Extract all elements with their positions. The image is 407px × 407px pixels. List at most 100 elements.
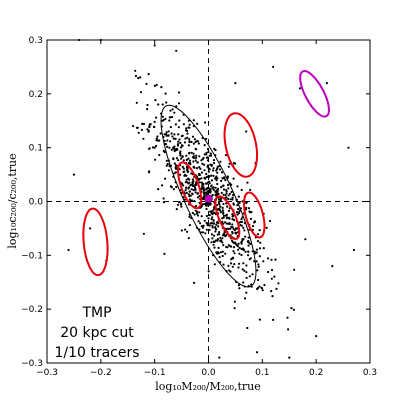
- scatter-point: [250, 283, 253, 286]
- scatter-point: [237, 284, 240, 287]
- scatter-point: [153, 125, 156, 128]
- scatter-point: [137, 131, 140, 134]
- scatter-point: [199, 222, 202, 225]
- scatter-point: [181, 156, 184, 159]
- scatter-point: [187, 157, 190, 160]
- scatter-point: [235, 211, 239, 214]
- scatter-point: [149, 123, 152, 126]
- scatter-point: [232, 203, 235, 206]
- scatter-point: [258, 285, 261, 288]
- scatter-point: [227, 197, 230, 200]
- scatter-point: [270, 290, 273, 293]
- scatter-point: [243, 229, 246, 232]
- scatter-point: [195, 154, 198, 157]
- scatter-point: [172, 188, 175, 191]
- scatter-point: [204, 182, 208, 185]
- scatter-point: [209, 152, 212, 155]
- scatter-point: [243, 297, 247, 300]
- scatter-point: [162, 118, 165, 122]
- scatter-point: [222, 244, 225, 247]
- scatter-point: [175, 157, 178, 160]
- scatter-point: [153, 84, 156, 87]
- scatter-point: [153, 120, 156, 123]
- scatter-point: [171, 135, 174, 138]
- scatter-point: [200, 177, 203, 180]
- scatter-point: [220, 191, 223, 194]
- y-axis-label: log₁₀c₂₀₀/c₂₀₀,true: [6, 153, 19, 248]
- y-tick-label: 0.0: [29, 198, 44, 208]
- scatter-point: [172, 137, 175, 140]
- scatter-point: [215, 169, 218, 172]
- scatter-point: [221, 217, 224, 220]
- scatter-point: [238, 210, 241, 213]
- scatter-point: [195, 212, 199, 215]
- scatter-point: [224, 154, 227, 157]
- scatter-point: [165, 164, 168, 167]
- scatter-point: [214, 186, 217, 189]
- scatter-point: [155, 83, 158, 86]
- plot-area: [47, 38, 370, 363]
- scatter-point: [207, 150, 210, 154]
- scatter-point: [176, 148, 179, 151]
- scatter-point: [207, 204, 210, 207]
- scatter-point: [212, 219, 215, 222]
- scatter-point: [221, 177, 224, 180]
- scatter-point: [183, 141, 187, 144]
- scatter-point: [222, 212, 225, 215]
- scatter-point: [187, 193, 191, 196]
- scatter-point: [140, 128, 143, 131]
- scatter-point: [235, 243, 238, 246]
- scatter-point: [247, 254, 250, 257]
- scatter-point: [175, 49, 178, 52]
- scatter-point: [185, 158, 188, 161]
- scatter-point: [177, 133, 180, 136]
- scatter-point: [224, 178, 227, 182]
- y-tick-label: 0.2: [29, 90, 43, 100]
- scatter-point: [255, 248, 259, 251]
- scatter-point: [173, 133, 176, 136]
- scatter-point: [190, 188, 193, 191]
- scatter-point: [189, 184, 192, 187]
- scatter-point: [325, 82, 328, 85]
- scatter-point: [188, 198, 191, 201]
- scatter-point: [246, 181, 249, 184]
- scatter-point: [185, 191, 188, 194]
- scatter-point: [236, 231, 239, 234]
- scatter-point: [175, 208, 178, 211]
- scatter-point: [247, 244, 250, 247]
- scatter-point: [207, 170, 210, 173]
- scatter-point: [147, 171, 151, 174]
- scatter-point: [175, 185, 178, 189]
- scatter-point: [203, 153, 206, 156]
- scatter-point: [198, 155, 201, 158]
- scatter-point: [238, 262, 241, 265]
- scatter-point: [230, 239, 234, 242]
- x-tick-label: 0.3: [363, 368, 377, 378]
- scatter-point: [194, 156, 198, 159]
- scatter-point: [193, 138, 196, 141]
- scatter-point: [263, 283, 266, 287]
- scatter-point: [232, 250, 235, 253]
- scatter-point: [210, 184, 213, 187]
- scatter-point: [191, 182, 194, 185]
- scatter-point: [262, 260, 265, 263]
- scatter-point: [155, 116, 158, 119]
- scatter-point: [241, 268, 244, 271]
- scatter-point: [211, 187, 214, 190]
- scatter-point: [186, 169, 189, 172]
- scatter-point: [184, 228, 187, 231]
- scatter-point: [221, 237, 224, 240]
- scatter-point: [232, 177, 235, 180]
- scatter-point: [182, 123, 185, 126]
- scatter-point: [222, 211, 225, 214]
- scatter-point: [221, 254, 224, 258]
- scatter-point: [212, 161, 216, 165]
- scatter-point: [186, 132, 189, 135]
- scatter-point: [142, 232, 145, 235]
- red-left: [82, 207, 109, 277]
- scatter-point: [208, 214, 211, 217]
- scatter-point: [89, 227, 92, 230]
- scatter-point: [135, 101, 138, 104]
- scatter-point: [132, 125, 135, 128]
- scatter-point: [188, 195, 191, 198]
